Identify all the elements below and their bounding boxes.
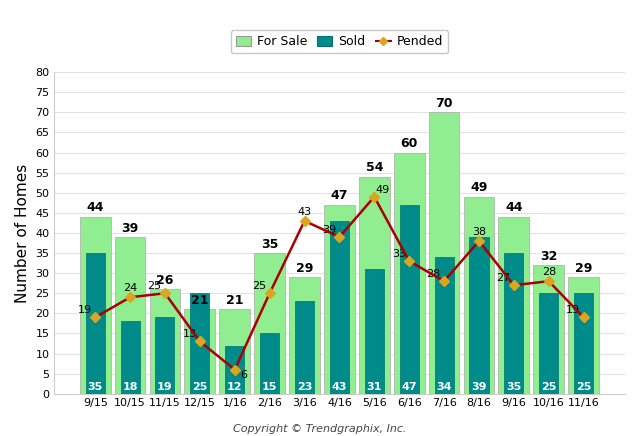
Bar <box>80 217 111 394</box>
Bar <box>225 345 244 394</box>
Text: 33: 33 <box>392 249 406 259</box>
Bar <box>574 293 593 394</box>
Bar <box>120 321 140 394</box>
Bar <box>359 177 390 394</box>
Text: 25: 25 <box>147 281 161 291</box>
Text: 35: 35 <box>506 382 522 392</box>
Text: 47: 47 <box>401 382 417 392</box>
Bar <box>399 205 419 394</box>
Bar <box>324 205 355 394</box>
Bar <box>86 253 105 394</box>
Bar <box>190 293 209 394</box>
Text: 28: 28 <box>426 269 441 279</box>
Text: Copyright © Trendgraphix, Inc.: Copyright © Trendgraphix, Inc. <box>233 424 407 434</box>
Text: 27: 27 <box>496 273 511 283</box>
Text: 25: 25 <box>192 382 207 392</box>
Text: 21: 21 <box>226 294 243 307</box>
Text: 28: 28 <box>541 267 556 277</box>
Text: 43: 43 <box>298 207 312 217</box>
Text: 32: 32 <box>540 250 557 263</box>
Bar <box>184 310 215 394</box>
Text: 25: 25 <box>252 281 266 291</box>
Text: 35: 35 <box>88 382 103 392</box>
Text: 70: 70 <box>435 97 453 110</box>
Bar <box>115 237 145 394</box>
Text: 34: 34 <box>436 382 452 392</box>
Text: 25: 25 <box>576 382 591 392</box>
Bar <box>533 265 564 394</box>
Bar <box>254 253 285 394</box>
Y-axis label: Number of Homes: Number of Homes <box>15 164 30 303</box>
Text: 60: 60 <box>401 137 418 150</box>
Bar <box>470 237 488 394</box>
Text: 12: 12 <box>227 382 243 392</box>
Text: 44: 44 <box>505 201 523 215</box>
Text: 29: 29 <box>296 262 313 275</box>
Text: 25: 25 <box>541 382 556 392</box>
Text: 49: 49 <box>376 185 390 195</box>
Bar <box>540 293 558 394</box>
Text: 6: 6 <box>240 370 247 380</box>
Bar <box>150 289 180 394</box>
Text: 47: 47 <box>331 189 348 202</box>
Bar <box>394 153 424 394</box>
Text: 31: 31 <box>367 382 382 392</box>
Text: 15: 15 <box>262 382 277 392</box>
Text: 23: 23 <box>297 382 312 392</box>
Bar <box>220 310 250 394</box>
Text: 19: 19 <box>157 382 173 392</box>
Text: 24: 24 <box>123 283 137 293</box>
Bar <box>435 257 454 394</box>
Text: 49: 49 <box>470 181 488 194</box>
Bar <box>295 301 314 394</box>
Text: 21: 21 <box>191 294 209 307</box>
Text: 13: 13 <box>182 330 196 340</box>
Bar <box>260 334 279 394</box>
Bar <box>568 277 599 394</box>
Bar <box>289 277 320 394</box>
Text: 35: 35 <box>261 238 278 251</box>
Text: 39: 39 <box>122 221 139 235</box>
Text: 39: 39 <box>322 225 336 235</box>
Bar <box>330 221 349 394</box>
Text: 19: 19 <box>566 305 580 315</box>
Bar <box>429 112 460 394</box>
Bar <box>499 217 529 394</box>
Text: 26: 26 <box>156 274 173 287</box>
Bar <box>463 197 494 394</box>
Text: 39: 39 <box>471 382 487 392</box>
Text: 54: 54 <box>365 161 383 174</box>
Text: 29: 29 <box>575 262 593 275</box>
Text: 43: 43 <box>332 382 347 392</box>
Text: 19: 19 <box>77 305 92 315</box>
Text: 18: 18 <box>122 382 138 392</box>
Text: 44: 44 <box>86 201 104 215</box>
Bar <box>365 269 384 394</box>
Legend: For Sale, Sold, Pended: For Sale, Sold, Pended <box>230 30 448 53</box>
Text: 38: 38 <box>472 227 486 237</box>
Bar <box>156 317 175 394</box>
Bar <box>504 253 524 394</box>
